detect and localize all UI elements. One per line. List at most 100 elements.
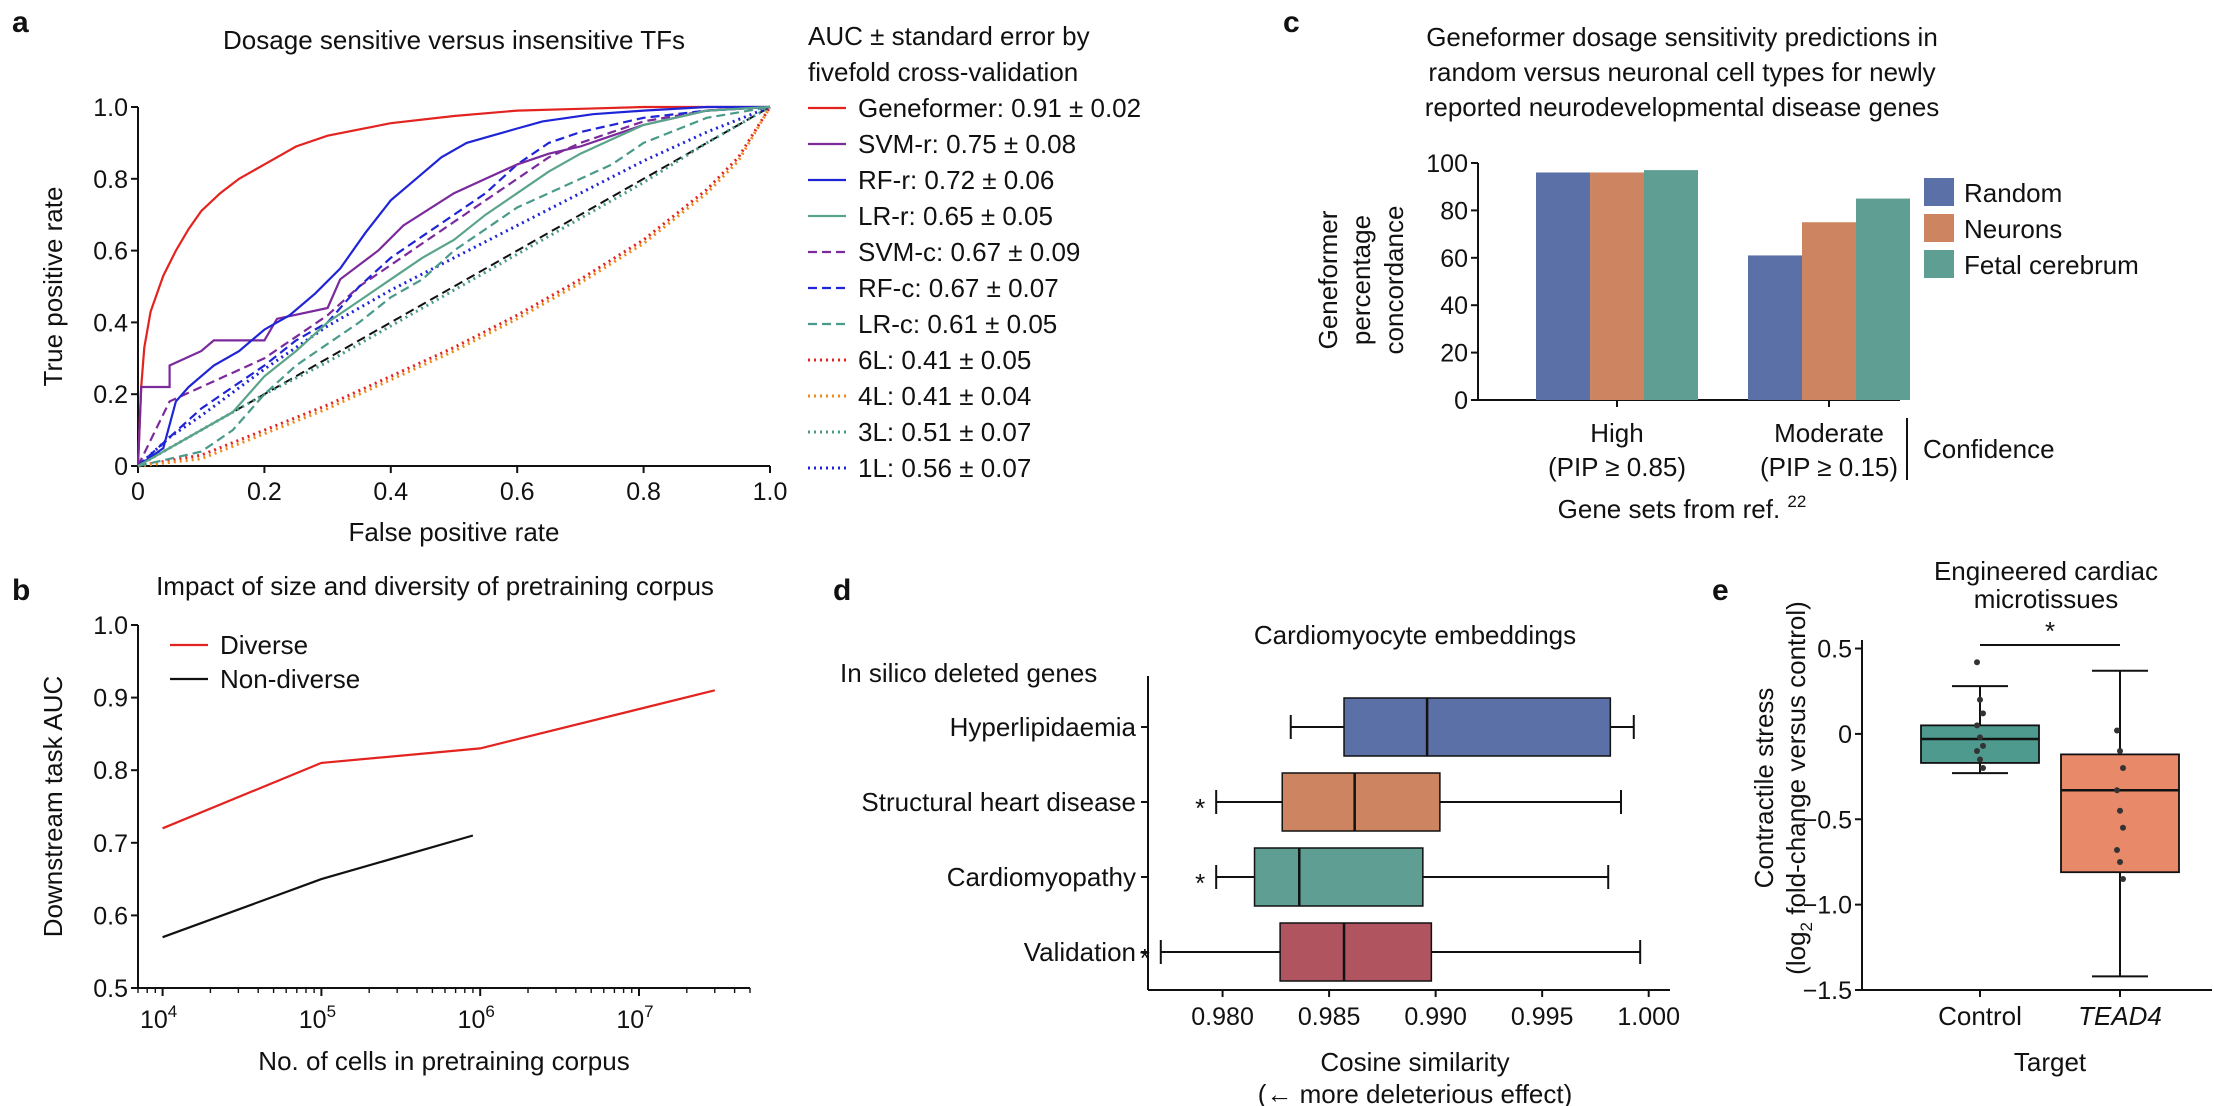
group-header: In silico deleted genes <box>840 658 1097 688</box>
category-label: Validation <box>1024 937 1136 967</box>
y-tick-label: 0.7 <box>93 830 128 858</box>
legend-label: RF-c: 0.67 ± 0.07 <box>858 273 1059 303</box>
legend-label: Geneformer: 0.91 ± 0.02 <box>858 93 1141 123</box>
data-point <box>1980 710 1986 717</box>
roc-series-line <box>136 105 770 467</box>
y-axis-label: Contractile stress <box>1749 688 1779 889</box>
box <box>1281 772 1441 832</box>
y-axis-label: Downstream task AUC <box>38 676 68 938</box>
data-point <box>1974 722 1980 729</box>
y-tick-label: 0.4 <box>93 309 128 337</box>
y-tick-label: 100 <box>1426 150 1468 178</box>
y-tick-label: 0.8 <box>93 166 128 194</box>
category-label: Cardiomyopathy <box>947 862 1136 892</box>
x-tick-label: 0.6 <box>500 478 535 506</box>
data-point <box>2114 787 2120 794</box>
legend-swatch <box>1924 214 1954 242</box>
category-label: Control <box>1938 1001 2022 1031</box>
data-point <box>2120 765 2126 772</box>
y-tick-label: −1.5 <box>1803 977 1852 1005</box>
x-tick-label: 0.2 <box>247 478 282 506</box>
y-tick-label: 0.5 <box>1817 636 1852 664</box>
data-point <box>2120 876 2126 883</box>
y-tick-label: 0.6 <box>93 902 128 930</box>
roc-series-line <box>137 106 772 468</box>
y-axis-label: Geneformer <box>1313 210 1343 349</box>
panel-letter-d: d <box>833 574 851 607</box>
x-axis-label: Cosine similarity <box>1320 1047 1509 1077</box>
bar <box>1748 255 1802 400</box>
x-tick-label: 0.995 <box>1511 1003 1574 1031</box>
y-tick-label: 0 <box>114 453 128 481</box>
significance-star: * <box>1140 943 1150 973</box>
panel-a-roc-chart: 0 0.2 0.4 0.6 0.8 1.0 0 0.2 0.4 0.6 0.8 1.0 Dosage s… <box>38 21 1141 547</box>
chart-title: microtissues <box>1974 584 2118 614</box>
x-tick-label: 107 <box>616 1002 653 1034</box>
y-tick-label: 0.8 <box>93 757 128 785</box>
panel-letter-a: a <box>12 6 29 39</box>
bar <box>1644 170 1698 400</box>
y-tick-label: 0 <box>1454 387 1468 415</box>
legend-label: Fetal cerebrum <box>1964 250 2139 280</box>
y-tick-label: 0.9 <box>93 685 128 713</box>
panel-d-box-chart: Cardiomyocyte embeddings In silico delete… <box>840 620 1680 1106</box>
roc-series-line <box>137 105 771 467</box>
significance-star: * <box>1195 868 1205 898</box>
roc-series-line <box>137 105 770 467</box>
legend-title: AUC ± standard error by <box>808 21 1090 51</box>
x-tick-label: 0.980 <box>1191 1003 1254 1031</box>
y-tick-label: 0.6 <box>93 238 128 266</box>
panel-letter-c: c <box>1283 6 1300 39</box>
data-point <box>2114 727 2120 734</box>
category-label: (PIP ≥ 0.85) <box>1548 452 1686 482</box>
bar <box>1536 172 1590 400</box>
data-point <box>1980 742 1986 749</box>
x-tick-label: 105 <box>299 1002 336 1034</box>
legend-label: RF-r: 0.72 ± 0.06 <box>858 165 1054 195</box>
series-line <box>162 689 716 830</box>
bar <box>1856 198 1910 400</box>
category-label: Moderate <box>1774 418 1884 448</box>
legend-label: 6L: 0.41 ± 0.05 <box>858 345 1031 375</box>
y-tick-label: 1.0 <box>93 94 128 122</box>
y-tick-label: −1.0 <box>1803 892 1852 920</box>
legend-label: LR-r: 0.65 ± 0.05 <box>858 201 1053 231</box>
x-tick-label: 0.8 <box>626 478 661 506</box>
chart-title: Engineered cardiac <box>1934 556 2158 586</box>
data-point <box>1977 756 1983 763</box>
chart-title: Impact of size and diversity of pretrain… <box>156 571 714 601</box>
y-tick-label: 0 <box>1838 721 1852 749</box>
box <box>1279 922 1433 982</box>
data-point <box>1977 734 1983 741</box>
panel-letter-e: e <box>1712 574 1729 607</box>
chart-title: random versus neuronal cell types for ne… <box>1428 57 1935 87</box>
category-label: Hyperlipidaemia <box>950 712 1137 742</box>
panel-c-bar-chart: Geneformer dosage sensitivity prediction… <box>1313 22 2139 524</box>
legend-label: 4L: 0.41 ± 0.04 <box>858 381 1031 411</box>
box <box>1253 847 1424 907</box>
series-line <box>162 834 474 939</box>
data-point <box>1974 659 1980 666</box>
legend-swatch <box>1924 178 1954 206</box>
legend-label: Non-diverse <box>220 664 360 694</box>
significance-star: * <box>2045 616 2055 646</box>
chart-title: Geneformer dosage sensitivity prediction… <box>1426 22 1938 52</box>
y-axis-label: (log2 fold-change versus control) <box>1781 601 1816 975</box>
y-axis-label: True positive rate <box>38 187 68 387</box>
category-label: Structural heart disease <box>861 787 1136 817</box>
legend-label: LR-c: 0.61 ± 0.05 <box>858 309 1057 339</box>
data-point <box>2117 747 2123 754</box>
legend-label: Diverse <box>220 630 308 660</box>
data-point <box>2120 824 2126 831</box>
significance-star: * <box>1195 793 1205 823</box>
bar <box>1802 222 1856 400</box>
y-tick-label: 60 <box>1440 245 1468 273</box>
bar <box>1590 172 1644 400</box>
x-tick-label: 1.000 <box>1617 1003 1680 1031</box>
roc-series-line <box>137 105 771 468</box>
y-axis-label: percentage <box>1346 215 1376 345</box>
x-tick-label: 0 <box>131 478 145 506</box>
y-tick-label: −0.5 <box>1803 806 1852 834</box>
